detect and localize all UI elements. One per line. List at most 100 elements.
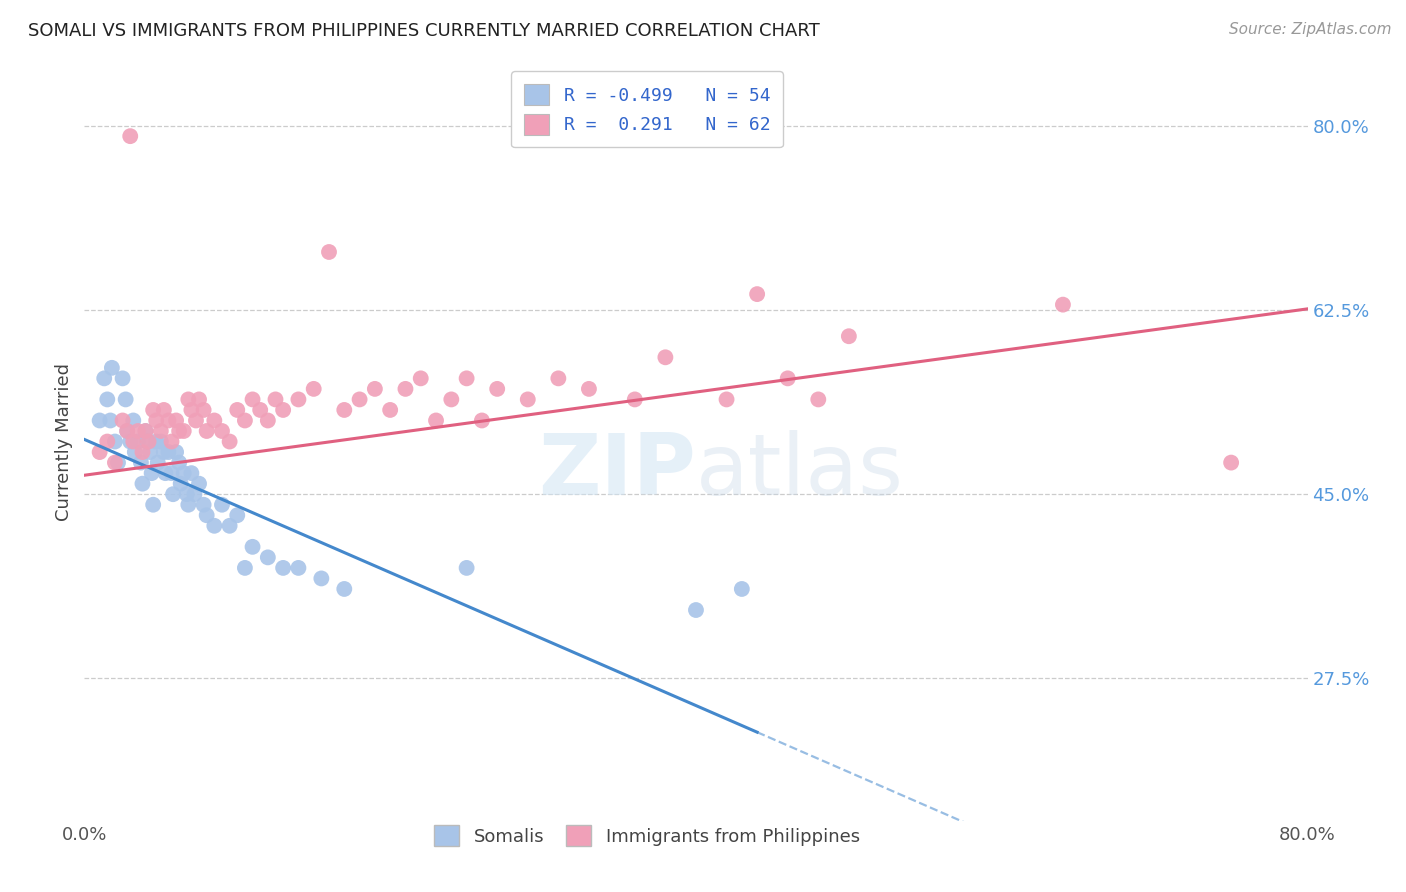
Point xyxy=(440,392,463,407)
Point xyxy=(183,487,205,501)
Point xyxy=(162,487,184,501)
Point xyxy=(142,403,165,417)
Point xyxy=(96,434,118,449)
Point xyxy=(311,571,333,585)
Point xyxy=(257,550,280,565)
Point xyxy=(107,456,129,470)
Point xyxy=(153,403,176,417)
Point xyxy=(127,434,149,449)
Point xyxy=(114,392,136,407)
Point xyxy=(160,466,183,480)
Point xyxy=(188,476,211,491)
Point xyxy=(747,287,769,301)
Point xyxy=(165,445,187,459)
Point xyxy=(120,129,142,144)
Point xyxy=(135,424,157,438)
Point xyxy=(193,403,215,417)
Point xyxy=(89,413,111,427)
Point xyxy=(1220,456,1243,470)
Point xyxy=(456,561,478,575)
Point xyxy=(202,518,225,533)
Point xyxy=(120,434,142,449)
Point xyxy=(131,476,153,491)
Point xyxy=(287,392,309,407)
Point xyxy=(96,392,118,407)
Point xyxy=(233,413,256,427)
Point xyxy=(257,413,280,427)
Point xyxy=(195,508,218,523)
Point xyxy=(124,445,146,459)
Point xyxy=(136,434,159,449)
Point xyxy=(547,371,569,385)
Point xyxy=(380,403,402,417)
Point xyxy=(157,413,180,427)
Point xyxy=(155,466,177,480)
Text: atlas: atlas xyxy=(696,430,904,514)
Point xyxy=(1052,298,1074,312)
Point xyxy=(146,456,169,470)
Point xyxy=(716,392,738,407)
Point xyxy=(578,382,600,396)
Point xyxy=(139,445,162,459)
Point xyxy=(624,392,647,407)
Point xyxy=(776,371,799,385)
Point xyxy=(170,476,193,491)
Point xyxy=(142,498,165,512)
Point xyxy=(145,434,167,449)
Point xyxy=(271,561,294,575)
Point xyxy=(184,413,207,427)
Point xyxy=(157,445,180,459)
Point xyxy=(211,424,233,438)
Text: Source: ZipAtlas.com: Source: ZipAtlas.com xyxy=(1229,22,1392,37)
Point xyxy=(193,498,215,512)
Point xyxy=(104,434,127,449)
Point xyxy=(177,498,200,512)
Point xyxy=(115,424,138,438)
Point xyxy=(165,413,187,427)
Point xyxy=(233,561,256,575)
Point xyxy=(249,403,271,417)
Point xyxy=(271,403,294,417)
Point xyxy=(364,382,387,396)
Point xyxy=(731,582,754,596)
Point xyxy=(149,434,172,449)
Point xyxy=(807,392,830,407)
Point xyxy=(173,424,195,438)
Point xyxy=(211,498,233,512)
Point xyxy=(195,424,218,438)
Point xyxy=(838,329,860,343)
Point xyxy=(180,403,202,417)
Point xyxy=(173,466,195,480)
Point xyxy=(218,518,240,533)
Point xyxy=(93,371,115,385)
Point xyxy=(409,371,432,385)
Point xyxy=(333,403,356,417)
Point xyxy=(98,413,121,427)
Point xyxy=(153,445,176,459)
Point xyxy=(226,403,249,417)
Point xyxy=(242,540,264,554)
Point xyxy=(333,582,356,596)
Y-axis label: Currently Married: Currently Married xyxy=(55,362,73,521)
Point xyxy=(180,466,202,480)
Point xyxy=(302,382,325,396)
Point xyxy=(202,413,225,427)
Point xyxy=(486,382,509,396)
Point xyxy=(685,603,707,617)
Legend: Somalis, Immigrants from Philippines: Somalis, Immigrants from Philippines xyxy=(427,818,868,854)
Point xyxy=(89,445,111,459)
Point xyxy=(104,456,127,470)
Point xyxy=(394,382,416,396)
Point xyxy=(177,392,200,407)
Point xyxy=(218,434,240,449)
Point xyxy=(349,392,371,407)
Point xyxy=(111,413,134,427)
Point xyxy=(131,445,153,459)
Point xyxy=(122,413,145,427)
Point xyxy=(318,244,340,259)
Point xyxy=(129,456,152,470)
Point xyxy=(226,508,249,523)
Point xyxy=(188,392,211,407)
Point xyxy=(167,424,190,438)
Point xyxy=(111,371,134,385)
